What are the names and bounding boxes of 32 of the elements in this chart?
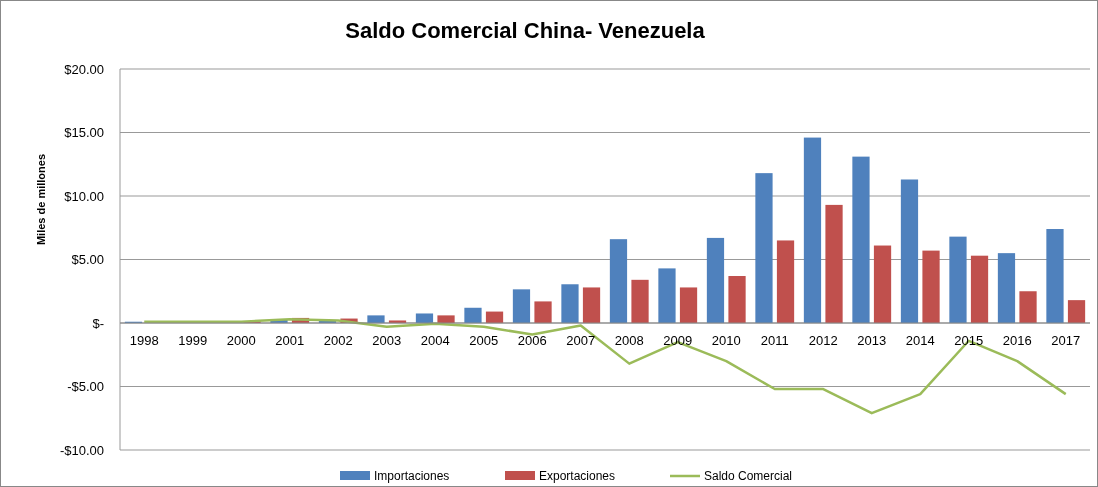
x-tick-label: 2011 [760,333,789,348]
x-tick-label: 2008 [614,333,644,348]
x-tick-label: 2014 [905,333,935,348]
y-tick-label: -$5.00 [67,379,104,395]
x-tick-label: 1999 [178,333,208,348]
y-tick-label: $20.00 [64,61,104,77]
x-tick-label: 2012 [808,333,838,348]
y-tick-label: $- [92,315,104,331]
x-tick-label: 2015 [954,333,984,348]
x-tick-label: 2003 [372,333,402,348]
x-tick-label: 2007 [566,333,596,348]
x-tick-label: 2005 [469,333,499,348]
x-tick-label: 2006 [517,333,547,348]
y-tick-label: $10.00 [64,188,104,204]
legend-label: Exportaciones [539,469,616,484]
chart-title: Saldo Comercial China- Venezuela [345,18,706,43]
y-tick-label: $5.00 [71,252,104,268]
x-tick-label: 2000 [226,333,256,348]
x-tick-label: 2009 [663,333,693,348]
y-axis-title: Miles de millones [35,153,47,246]
x-tick-label: 2004 [420,333,450,348]
y-tick-label: $15.00 [64,125,104,141]
y-tick-label: -$10.00 [59,442,104,458]
x-tick-label: 1998 [129,333,159,348]
x-tick-label: 2016 [1002,333,1032,348]
legend-label: Saldo Comercial [704,469,793,484]
x-tick-label: 2002 [323,333,353,348]
x-tick-label: 2013 [857,333,887,348]
x-tick-label: 2010 [711,333,741,348]
legend-label: Importaciones [374,469,450,484]
x-tick-label: 2001 [275,333,305,348]
x-tick-label: 2017 [1051,333,1081,348]
